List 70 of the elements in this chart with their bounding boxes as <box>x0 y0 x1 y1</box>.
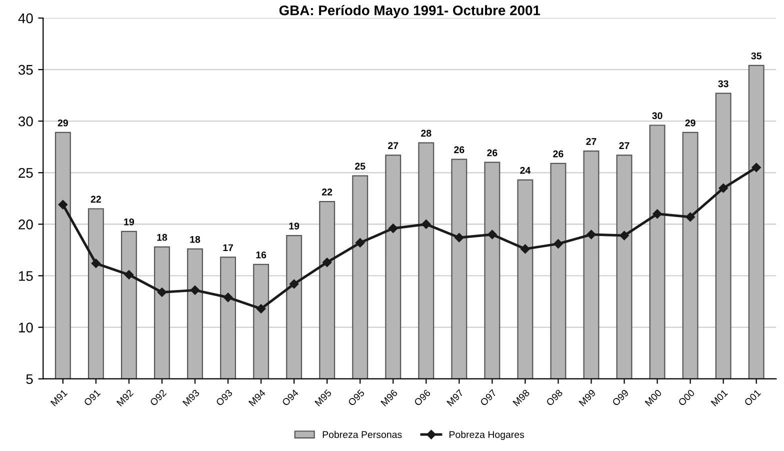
point <box>256 304 266 314</box>
data-label: 29 <box>685 119 696 126</box>
data-label: 18 <box>190 236 200 243</box>
data-label: 29 <box>58 119 68 126</box>
data-label: 22 <box>90 196 101 203</box>
y-tick-label: 30 <box>18 116 33 126</box>
point <box>91 258 101 268</box>
y-tick-label: 20 <box>18 220 33 230</box>
data-label: 19 <box>289 222 300 230</box>
point <box>554 239 563 248</box>
data-label: 19 <box>124 218 134 226</box>
x-tick-label: M99 <box>578 389 596 406</box>
point <box>422 220 431 229</box>
point <box>586 230 596 240</box>
x-tick-label: O94 <box>282 388 299 406</box>
point <box>289 279 299 289</box>
x-tick-label: O98 <box>546 389 563 406</box>
x-tick-label: O96 <box>414 389 431 406</box>
data-label: 27 <box>388 142 398 149</box>
data-label: 25 <box>355 162 366 170</box>
x-tick-label: O95 <box>348 389 365 406</box>
point <box>620 230 629 240</box>
y-tick-label: 15 <box>19 271 33 281</box>
y-tick-label: 10 <box>19 322 33 332</box>
point <box>157 288 167 297</box>
x-tick-label: O92 <box>150 389 167 406</box>
point <box>718 184 728 193</box>
x-tick-label: M01 <box>710 389 728 406</box>
x-tick-label: O00 <box>678 389 696 406</box>
data-label: 33 <box>718 80 728 88</box>
data-label: 27 <box>586 138 596 145</box>
x-tick-label: O97 <box>480 389 497 406</box>
point <box>652 209 662 219</box>
data-label: 27 <box>619 142 630 149</box>
data-label: 26 <box>553 150 564 158</box>
data-label: 28 <box>421 130 432 137</box>
x-tick-label: M00 <box>644 389 662 406</box>
data-label: 16 <box>256 251 266 258</box>
point <box>124 270 134 280</box>
y-tick-label: 25 <box>18 168 33 178</box>
legend-label: Pobreza Hogares <box>450 430 524 440</box>
point <box>355 238 365 248</box>
point <box>686 212 695 222</box>
point <box>58 200 68 210</box>
point <box>752 162 761 172</box>
point <box>388 224 398 233</box>
data-label: 35 <box>751 52 762 60</box>
data-label: 22 <box>322 188 332 196</box>
data-label: 24 <box>520 166 531 174</box>
y-tick-label: 40 <box>18 13 33 24</box>
data-label: 26 <box>454 146 464 154</box>
data-label: 17 <box>223 244 234 252</box>
point <box>520 244 530 254</box>
x-tick-label: O99 <box>612 389 629 406</box>
y-tick-label: 35 <box>18 64 33 75</box>
x-tick-label: O01 <box>744 389 762 406</box>
data-label: 18 <box>157 234 168 241</box>
x-tick-label: O91 <box>83 389 101 406</box>
chart-title: GBA: Período Mayo 1991- Octubre 2001 <box>279 4 540 18</box>
data-label: 30 <box>652 112 662 120</box>
x-tick-label: O93 <box>216 389 233 406</box>
point <box>488 230 497 240</box>
point <box>223 292 233 302</box>
point <box>454 232 464 242</box>
y-tick-label: 5 <box>26 374 33 384</box>
x-tick-label: M91 <box>50 389 68 406</box>
data-label: 26 <box>487 149 498 156</box>
legend-label: Pobreza Personas <box>322 430 402 438</box>
point <box>322 258 332 267</box>
point <box>190 286 200 295</box>
